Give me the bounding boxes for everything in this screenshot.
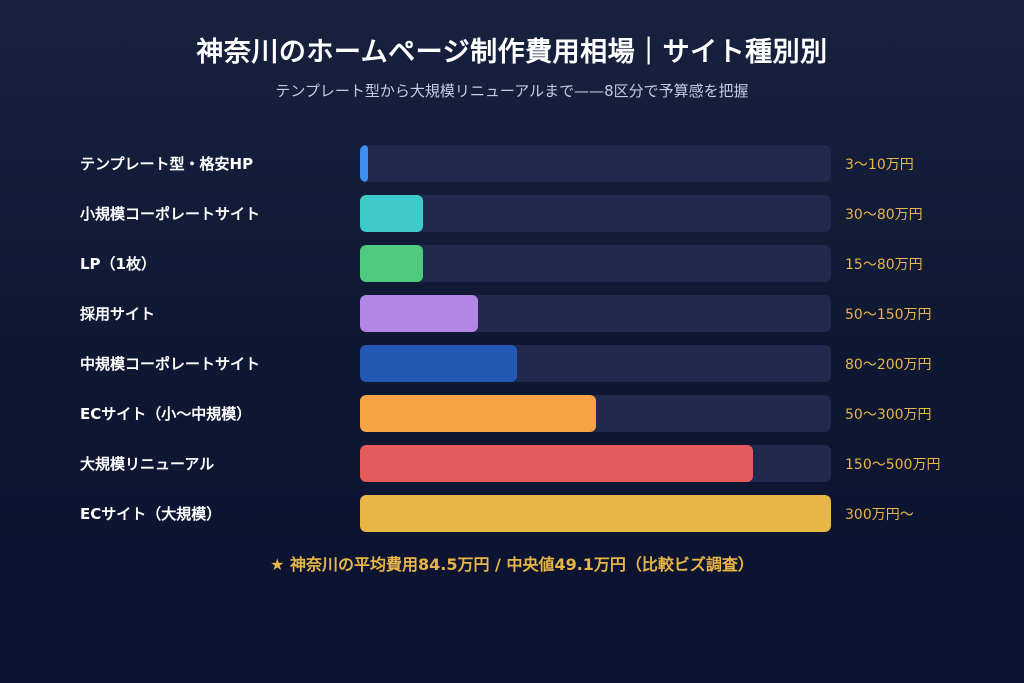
bar-row: テンプレート型・格安HP 3〜10万円 — [0, 145, 1024, 182]
value-label: 3〜10万円 — [845, 156, 914, 173]
value-label: 50〜300万円 — [845, 406, 932, 423]
value-label: 30〜80万円 — [845, 206, 923, 223]
bar — [360, 345, 517, 382]
bar — [360, 395, 596, 432]
category-label: 小規模コーポレートサイト — [80, 205, 261, 223]
bar — [360, 245, 423, 282]
bar-row: 中規模コーポレートサイト 80〜200万円 — [0, 345, 1024, 382]
bar — [360, 195, 423, 232]
category-label: テンプレート型・格安HP — [80, 155, 254, 173]
value-label: 300万円〜 — [845, 506, 914, 523]
chart-title: 神奈川のホームページ制作費用相場｜サイト種別別 — [196, 37, 828, 68]
category-label: LP（1枚） — [80, 255, 156, 273]
bar — [360, 445, 753, 482]
bar-row: 採用サイト 50〜150万円 — [0, 295, 1024, 332]
bar-row: ECサイト（小〜中規模） 50〜300万円 — [0, 395, 1024, 432]
bar-track — [360, 445, 831, 482]
value-label: 80〜200万円 — [845, 356, 932, 373]
bar-track — [360, 495, 831, 532]
bar-track — [360, 345, 831, 382]
chart-subtitle: テンプレート型から大規模リニューアルまで——8区分で予算感を把握 — [275, 82, 749, 100]
chart-footnote: ★ 神奈川の平均費用84.5万円 / 中央値49.1万円（比較ビズ調査） — [270, 555, 754, 574]
bar-track — [360, 145, 831, 182]
bar-row: 小規模コーポレートサイト 30〜80万円 — [0, 195, 1024, 232]
bar-row: 大規模リニューアル 150〜500万円 — [0, 445, 1024, 482]
value-label: 150〜500万円 — [845, 456, 941, 473]
category-label: ECサイト（大規模） — [80, 505, 222, 523]
bar-row: LP（1枚） 15〜80万円 — [0, 245, 1024, 282]
bar — [360, 145, 368, 182]
bar-track — [360, 295, 831, 332]
bar-row: ECサイト（大規模） 300万円〜 — [0, 495, 1024, 532]
value-label: 15〜80万円 — [845, 256, 923, 273]
category-label: 採用サイト — [80, 305, 156, 323]
bar-track — [360, 395, 831, 432]
bar-track — [360, 195, 831, 232]
category-label: 大規模リニューアル — [80, 455, 215, 473]
value-label: 50〜150万円 — [845, 306, 932, 323]
bar — [360, 295, 478, 332]
category-label: 中規模コーポレートサイト — [80, 355, 261, 373]
bar — [360, 495, 831, 532]
category-label: ECサイト（小〜中規模） — [80, 405, 252, 423]
bar-track — [360, 245, 831, 282]
